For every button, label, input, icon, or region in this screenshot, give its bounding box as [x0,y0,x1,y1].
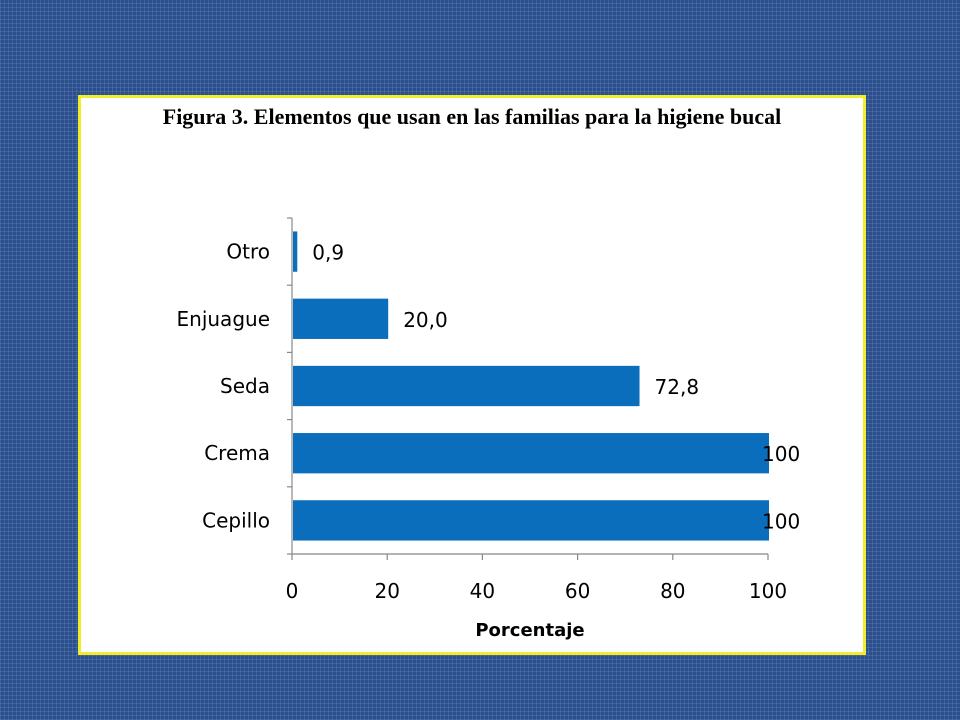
bar-cepillo [293,500,769,541]
value-label: 20,0 [403,308,448,332]
category-label: Enjuague [177,307,270,331]
value-label: 0,9 [312,241,344,265]
value-label: 72,8 [655,375,700,399]
x-tick-label: 60 [565,579,590,603]
bar-chart: 0 20 40 60 80 100 Porcentaje Cepillo 100 Crema 100… [177,217,800,641]
x-axis-title: Porcentaje [475,620,584,641]
category-label: Cepillo [202,508,270,532]
bar-otro [293,231,298,272]
bar-crema [293,433,769,474]
bar-seda [293,365,640,407]
x-tick-label: 40 [470,579,495,603]
value-label: 100 [762,442,800,466]
value-label: 100 [762,509,800,533]
x-tick-label: 100 [749,579,787,603]
chart-title: Figura 3. Elementos que usan en las fami… [162,104,782,129]
category-label: Crema [204,441,270,465]
chart-frame: Figura 3. Elementos que usan en las fami… [78,95,866,655]
x-tick-label: 20 [374,579,399,603]
category-label: Seda [220,374,270,398]
bar-enjuague [293,298,389,339]
category-label: Otro [226,240,270,264]
x-tick-label: 80 [660,579,685,603]
x-tick-label: 0 [286,579,299,603]
